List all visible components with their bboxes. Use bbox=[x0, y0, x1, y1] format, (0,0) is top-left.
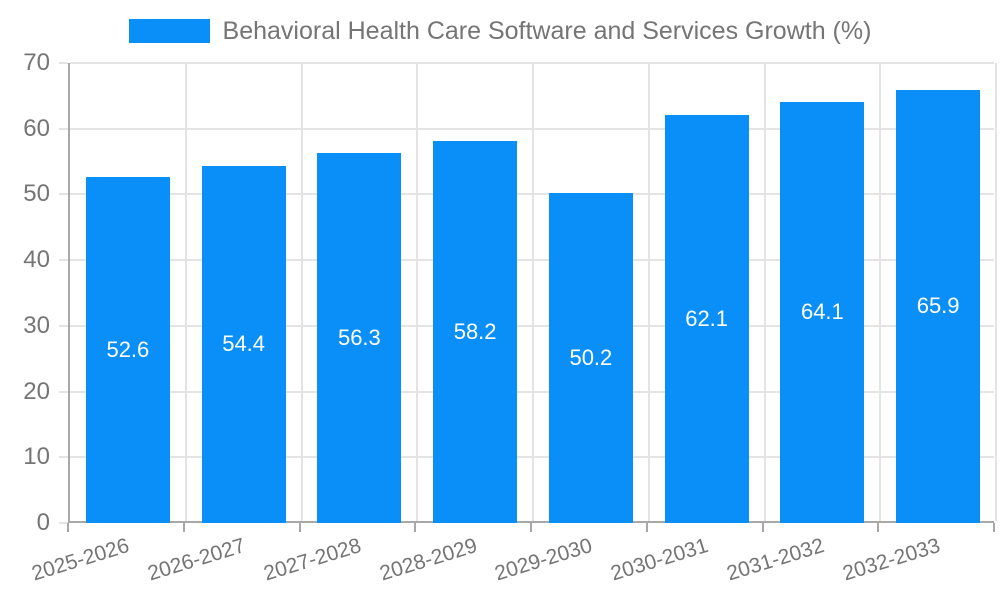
x-axis-tick-label: 2027-2028 bbox=[261, 534, 364, 586]
x-axis-tick-label: 2031-2032 bbox=[724, 534, 827, 586]
gridline-v bbox=[995, 63, 997, 521]
y-axis-tick-label: 50 bbox=[23, 180, 50, 208]
y-axis-tick-label: 0 bbox=[36, 509, 50, 536]
y-tick-mark bbox=[59, 62, 68, 64]
y-tick-mark bbox=[59, 390, 68, 393]
y-axis-tick-label: 60 bbox=[23, 114, 50, 142]
x-tick-mark bbox=[298, 523, 301, 532]
y-axis-tick-label: 10 bbox=[23, 443, 50, 471]
gridline-v bbox=[416, 63, 419, 521]
x-axis-tick-label: 2025-2026 bbox=[29, 534, 133, 586]
x-axis-tick-label: 2029-2030 bbox=[492, 534, 596, 586]
y-axis-tick-label: 40 bbox=[23, 246, 50, 274]
bar[interactable] bbox=[548, 193, 633, 523]
x-axis-tick-label: 2028-2029 bbox=[376, 534, 480, 586]
x-axis-tick-label: 2026-2027 bbox=[145, 534, 249, 586]
legend-label: Behavioral Health Care Software and Serv… bbox=[222, 16, 872, 45]
bar[interactable] bbox=[896, 89, 981, 523]
bar[interactable] bbox=[780, 101, 865, 523]
gridline-v bbox=[300, 63, 303, 521]
y-tick-mark bbox=[59, 259, 68, 262]
bar[interactable] bbox=[664, 114, 749, 523]
gridline-v bbox=[879, 63, 882, 521]
gridline-v bbox=[532, 63, 534, 521]
x-tick-mark bbox=[761, 523, 764, 532]
x-tick-mark bbox=[414, 523, 417, 532]
legend-item[interactable]: Behavioral Health Care Software and Serv… bbox=[0, 14, 1000, 48]
legend-swatch bbox=[128, 19, 210, 43]
x-tick-mark bbox=[877, 523, 880, 532]
y-tick-mark bbox=[59, 324, 68, 327]
bar[interactable] bbox=[201, 165, 286, 523]
plot-area: 52.6 54.4 56.3 58.2 50.2 62.1 64.1 65.9 bbox=[68, 62, 997, 523]
y-tick-mark bbox=[59, 193, 68, 196]
x-axis-tick-label: 2032-2033 bbox=[839, 534, 943, 586]
x-tick-mark bbox=[645, 523, 648, 532]
y-tick-mark bbox=[59, 127, 68, 130]
gridline-v bbox=[763, 63, 766, 521]
y-tick-mark bbox=[59, 456, 68, 459]
gridline-v bbox=[647, 63, 650, 521]
y-axis-tick-label: 30 bbox=[23, 311, 50, 339]
bar[interactable] bbox=[433, 140, 518, 523]
x-tick-mark bbox=[182, 523, 185, 532]
x-tick-mark bbox=[67, 523, 69, 532]
bar[interactable] bbox=[317, 153, 402, 523]
bar[interactable] bbox=[85, 177, 170, 523]
y-axis-tick-label: 20 bbox=[23, 377, 50, 405]
x-axis-tick-label: 2030-2031 bbox=[608, 534, 712, 586]
gridline-v bbox=[184, 63, 187, 521]
y-axis-tick-label: 70 bbox=[23, 49, 50, 76]
x-tick-mark bbox=[993, 523, 995, 532]
x-tick-mark bbox=[530, 523, 532, 532]
y-tick-mark bbox=[59, 522, 68, 524]
